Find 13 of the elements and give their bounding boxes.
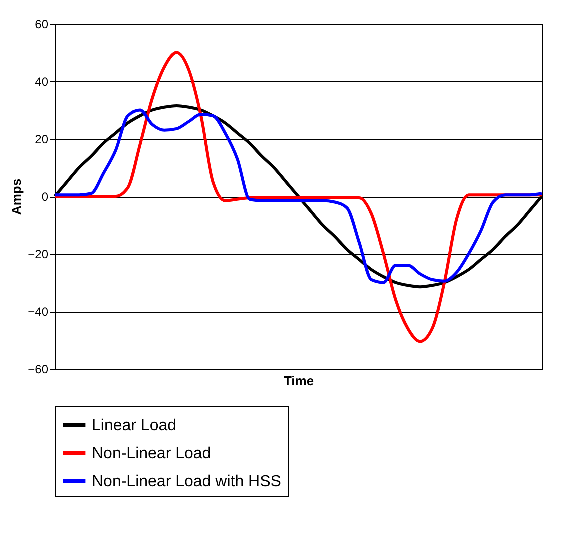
legend-label: Non-Linear Load bbox=[92, 446, 212, 462]
y-tick-label: 60 bbox=[35, 18, 49, 32]
y-tick-label: −20 bbox=[28, 248, 49, 262]
y-tick-label: 20 bbox=[35, 132, 49, 146]
legend-label: Linear Load bbox=[92, 418, 177, 434]
legend-label: Non-Linear Load with HSS bbox=[92, 474, 282, 490]
y-tick-label: −60 bbox=[28, 362, 49, 376]
y-axis-title: Amps bbox=[9, 178, 24, 216]
x-axis-title: Time bbox=[284, 374, 314, 388]
line-series bbox=[54, 51, 544, 344]
y-tick-label: 0 bbox=[42, 190, 49, 204]
y-tick-label: −40 bbox=[28, 305, 49, 319]
y-tick-label: 40 bbox=[35, 75, 49, 89]
